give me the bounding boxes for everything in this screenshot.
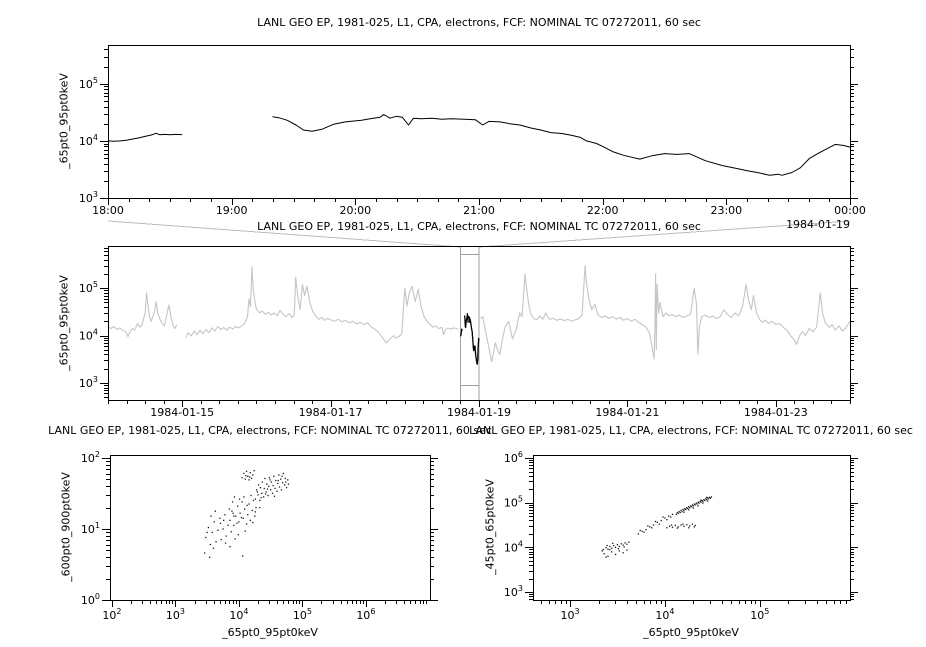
svg-text:103: 103 <box>504 584 523 599</box>
svg-text:1984-01-19: 1984-01-19 <box>447 406 511 419</box>
context-selection-box[interactable] <box>459 246 480 400</box>
svg-text:102: 102 <box>102 607 121 622</box>
selected-interval-series <box>459 328 463 337</box>
svg-text:1984-01-15: 1984-01-15 <box>150 406 214 419</box>
time-series-context-plot[interactable]: 1984-01-15 1984-01-17 1984-01-19 1984-01-21… <box>79 246 858 419</box>
svg-text:00:00: 00:00 <box>834 204 866 217</box>
scatter-plot-600-900kev[interactable]: 102 103 104 105 106 100 101 102 <box>81 450 438 622</box>
series-line <box>107 292 178 338</box>
svg-text:104: 104 <box>79 133 98 148</box>
svg-text:105: 105 <box>79 76 98 91</box>
context-plot-title: LANL GEO EP, 1981-025, L1, CPA, electron… <box>257 220 701 233</box>
svg-text:23:00: 23:00 <box>710 204 742 217</box>
svg-text:105: 105 <box>293 607 312 622</box>
series-line <box>107 132 183 142</box>
scatter-right-ylabel: _45pt0_65pt0keV <box>483 479 497 575</box>
axis-ticks: 18:00 19:00 20:00 21:00 22:00 23:00 00:00 103 10… <box>79 49 866 217</box>
svg-text:103: 103 <box>79 375 98 390</box>
scatter-right-title: LANL GEO EP, 1981-025, L1, CPA, electron… <box>469 424 913 437</box>
svg-text:104: 104 <box>79 328 98 343</box>
scatter-left-xlabel: _65pt0_95pt0keV <box>222 626 318 639</box>
svg-text:18:00: 18:00 <box>92 204 124 217</box>
plot-frame <box>108 45 851 199</box>
svg-text:1984-01-21: 1984-01-21 <box>595 406 659 419</box>
context-connector-lines <box>107 220 851 248</box>
top-plot-ylabel: _65pt0_95pt0keV <box>57 73 71 169</box>
svg-text:104: 104 <box>655 607 674 622</box>
svg-text:105: 105 <box>79 280 98 295</box>
axis-ticks: 102 103 104 105 106 100 101 102 <box>81 450 438 622</box>
plot-frame <box>533 455 851 601</box>
svg-text:105: 105 <box>504 495 523 510</box>
svg-text:21:00: 21:00 <box>463 204 495 217</box>
axis-ticks: 103 104 105 103 104 105 106 <box>504 450 858 622</box>
svg-text:103: 103 <box>79 190 98 205</box>
series-line <box>185 266 459 344</box>
series-line <box>272 114 851 176</box>
time-series-detail-plot[interactable]: 18:00 19:00 20:00 21:00 22:00 23:00 00:00 103 10… <box>79 45 866 218</box>
top-plot-date-label: 1984-01-19 <box>786 218 850 231</box>
svg-text:103: 103 <box>560 607 579 622</box>
top-plot-title: LANL GEO EP, 1981-025, L1, CPA, electron… <box>257 16 701 29</box>
svg-text:106: 106 <box>356 607 375 622</box>
svg-text:1984-01-17: 1984-01-17 <box>299 406 363 419</box>
svg-text:20:00: 20:00 <box>339 204 371 217</box>
svg-text:101: 101 <box>81 521 100 536</box>
scatter-left-ylabel: _600pt0_900pt0keV <box>59 472 73 582</box>
svg-text:102: 102 <box>81 450 100 465</box>
scatter-left-title: LANL GEO EP, 1981-025, L1, CPA, electron… <box>48 424 492 437</box>
scatter-plot-45-65kev[interactable]: 103 104 105 103 104 105 106 <box>504 450 858 622</box>
svg-text:106: 106 <box>504 450 523 465</box>
scatter-right-xlabel: _65pt0_95pt0keV <box>643 626 739 639</box>
context-plot-ylabel: _65pt0_95pt0keV <box>57 275 71 371</box>
selected-interval-series <box>463 312 480 365</box>
svg-text:104: 104 <box>504 539 523 554</box>
svg-text:100: 100 <box>81 592 100 607</box>
series-line <box>480 265 851 363</box>
svg-text:103: 103 <box>166 607 185 622</box>
svg-text:105: 105 <box>750 607 769 622</box>
axis-ticks: 1984-01-15 1984-01-17 1984-01-19 1984-01-21… <box>79 248 858 419</box>
plot-frame <box>110 455 431 601</box>
svg-text:19:00: 19:00 <box>216 204 248 217</box>
svg-text:22:00: 22:00 <box>587 204 619 217</box>
svg-text:1984-01-23: 1984-01-23 <box>744 406 808 419</box>
svg-text:104: 104 <box>229 607 248 622</box>
